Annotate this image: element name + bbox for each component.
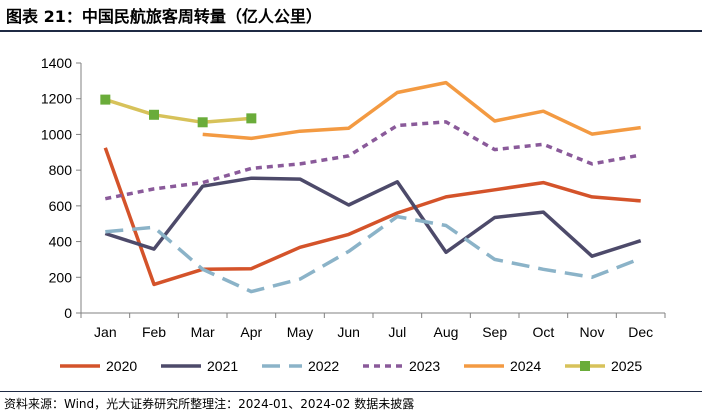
series-2021 (104, 176, 642, 258)
legend-item-2022: 2022 (262, 358, 339, 374)
title-divider (0, 30, 702, 32)
x-tick-label: Feb (142, 324, 166, 340)
y-tick-label: 0 (64, 305, 72, 321)
data-point-2025 (149, 109, 159, 120)
legend-label: 2021 (207, 358, 238, 374)
y-tick-label: 200 (49, 269, 73, 285)
legend-label: 2020 (106, 358, 137, 374)
legend-item-2023: 2023 (363, 358, 440, 374)
footer-divider (0, 391, 702, 392)
data-point-2025 (246, 113, 257, 124)
x-tick-label: Mar (191, 324, 215, 340)
series-line-2021 (104, 176, 642, 258)
legend-item-2024: 2024 (464, 358, 541, 374)
y-tick-label: 1400 (41, 55, 72, 71)
legend-item-2020: 2020 (60, 358, 137, 374)
y-tick-label: 400 (49, 234, 73, 250)
series-2025 (100, 94, 257, 128)
series-line-2025 (104, 97, 252, 125)
legend-label: 2024 (510, 358, 541, 374)
x-tick-label: Aug (434, 324, 459, 340)
y-tick-label: 1000 (41, 126, 72, 142)
series-line-2023 (104, 120, 642, 201)
y-tick-label: 1200 (41, 91, 72, 107)
series-2022 (105, 214, 642, 294)
x-tick-label: Jun (337, 324, 360, 340)
x-tick-label: Jul (388, 324, 406, 340)
x-tick-label: Dec (628, 324, 653, 340)
x-tick-label: Sep (482, 324, 507, 340)
source-note: 资料来源：Wind，光大证券研究所整理注：2024-01、2024-02 数据未… (4, 397, 415, 411)
legend-label: 2022 (308, 358, 339, 374)
chart-series (100, 80, 642, 294)
series-2023 (104, 120, 642, 201)
y-tick-label: 600 (49, 198, 73, 214)
series-2020 (103, 147, 641, 287)
data-point-2025 (197, 117, 208, 128)
legend-item-2021: 2021 (161, 358, 238, 374)
legend-label: 2025 (611, 358, 642, 374)
y-tick-label: 800 (49, 162, 73, 178)
series-line-2020 (103, 147, 641, 287)
x-tick-label: Apr (240, 324, 262, 340)
series-2024 (202, 80, 641, 141)
series-line-2022 (105, 214, 642, 294)
chart-axes: 0 200 400 600 800 1000 1200 1400 Jan Feb Mar Apr May… (41, 55, 666, 340)
legend-item-2025: 2025 (565, 358, 642, 374)
data-point-2025 (100, 94, 111, 105)
series-line-2024 (202, 80, 641, 141)
legend-marker (580, 361, 590, 371)
legend-label: 2023 (409, 358, 440, 374)
x-tick-label: Nov (580, 324, 605, 340)
chart-title: 图表 21：中国民航旅客周转量（亿人公里） (6, 7, 322, 26)
x-tick-label: Jan (94, 324, 117, 340)
line-chart: 0 200 400 600 800 1000 1200 1400 Jan Feb Mar Apr May… (41, 55, 666, 374)
chart-legend: 2020 2021 2022 2023 2024 2025 (60, 358, 642, 374)
x-tick-label: Oct (532, 324, 554, 340)
x-tick-label: May (287, 324, 313, 340)
